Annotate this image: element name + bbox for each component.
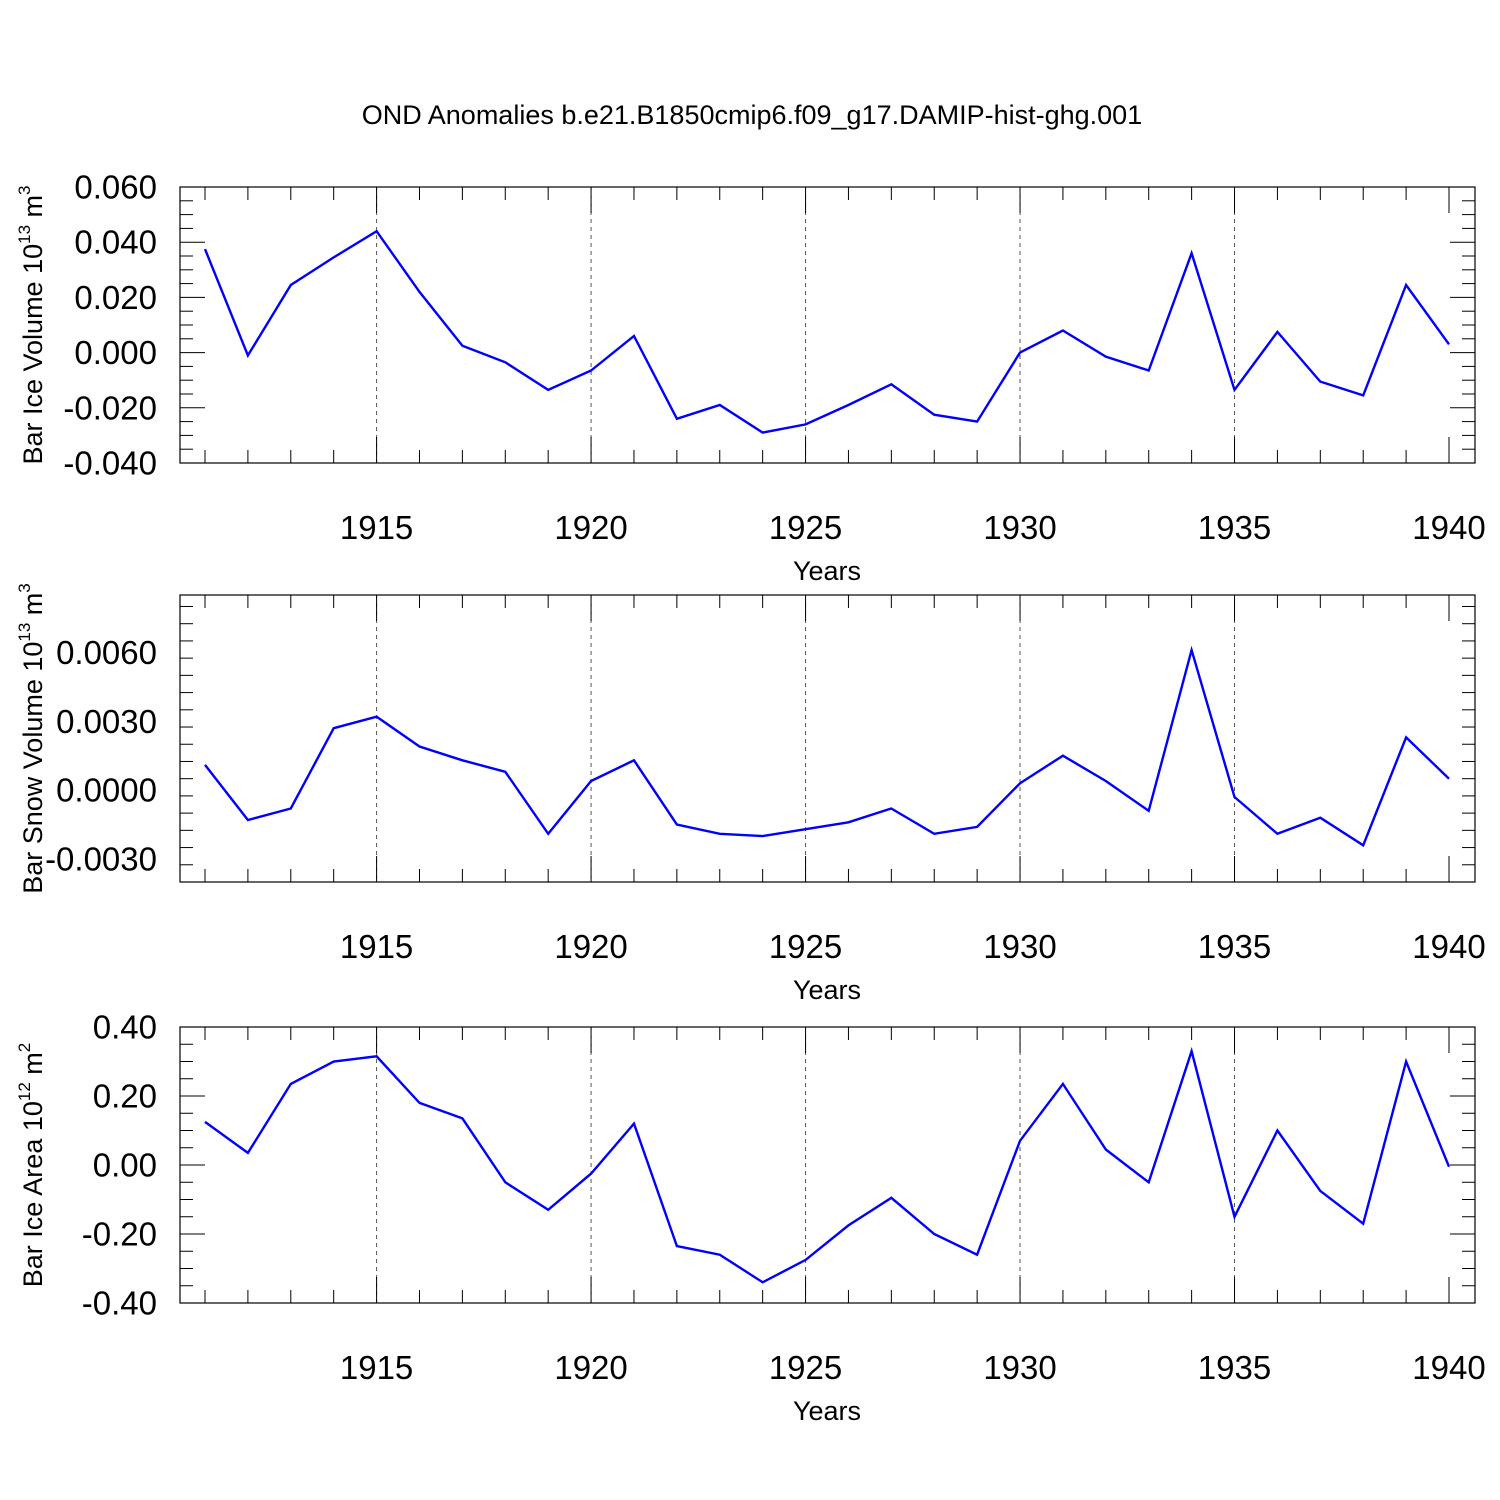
panel-3: -0.40 -0.20 0.00 0.20 0.40 1915 1920 1925 1930 19… <box>15 1009 1486 1427</box>
y-tick-label: 0.060 <box>74 169 157 206</box>
y-axis-label-unit: m <box>18 195 48 225</box>
series-line <box>203 229 1450 434</box>
x-tick-label: 1930 <box>983 509 1056 546</box>
x-tick-label: 1915 <box>340 1349 413 1386</box>
y-axis-label-text: Bar Ice Area 10 <box>18 1101 48 1287</box>
plot-frame <box>179 594 1476 883</box>
y-axis-label-unit-exponent: 3 <box>15 185 34 194</box>
y-tick-label: -0.0030 <box>45 841 157 878</box>
y-tick-label: 0.000 <box>74 334 157 371</box>
figure-title: OND Anomalies b.e21.B1850cmip6.f09_g17.D… <box>362 100 1142 130</box>
y-axis-label-unit: m <box>18 593 48 623</box>
y-tick-label: 0.40 <box>93 1009 157 1046</box>
panel-2: -0.0030 0.0000 0.0030 0.0060 1915 1920 1925 193… <box>15 583 1486 1005</box>
y-axis-label-exponent: 12 <box>15 1082 34 1101</box>
y-axis-label-exponent: 13 <box>15 225 34 244</box>
x-tick-label: 1915 <box>340 928 413 965</box>
y-tick-label: 0.040 <box>74 224 157 261</box>
panels: -0.040 -0.020 0.000 0.020 0.040 0.060 1915 1920… <box>15 169 1486 1427</box>
series-line <box>204 645 1450 848</box>
x-axis-label: Years <box>793 556 861 586</box>
y-axis-label-unit: m <box>18 1052 48 1082</box>
y-axis-label-unit-exponent: 3 <box>15 583 34 592</box>
y-tick-label: 0.20 <box>93 1078 157 1115</box>
x-tick-label: 1920 <box>554 1349 627 1386</box>
x-tick-label: 1925 <box>769 928 842 965</box>
x-tick-label: 1915 <box>340 509 413 546</box>
x-tick-label: 1940 <box>1412 1349 1485 1386</box>
y-tick-label: -0.20 <box>82 1216 157 1253</box>
x-tick-label: 1920 <box>554 928 627 965</box>
y-tick-label: 0.0060 <box>56 634 157 671</box>
x-tick-label: 1930 <box>983 1349 1056 1386</box>
y-tick-label: -0.40 <box>82 1285 157 1322</box>
x-tick-label: 1935 <box>1198 1349 1271 1386</box>
y-tick-label: -0.040 <box>63 445 157 482</box>
x-tick-label: 1935 <box>1198 509 1271 546</box>
y-tick-label: 0.0030 <box>56 703 157 740</box>
y-axis-label-text: Bar Ice Volume 10 <box>18 244 48 465</box>
y-axis-label: Bar Ice Area 1012 m2 <box>15 1043 48 1288</box>
x-tick-label: 1925 <box>769 509 842 546</box>
series-line <box>204 1046 1451 1284</box>
y-axis-label: Bar Ice Volume 1013 m3 <box>15 185 48 464</box>
x-tick-label: 1920 <box>554 509 627 546</box>
x-tick-label: 1935 <box>1198 928 1271 965</box>
y-axis-label-exponent: 13 <box>15 623 34 642</box>
y-tick-label: 0.0000 <box>56 772 157 809</box>
y-axis-label: Bar Snow Volume 1013 m3 <box>15 583 48 894</box>
x-tick-label: 1925 <box>769 1349 842 1386</box>
x-tick-label: 1940 <box>1412 509 1485 546</box>
y-tick-label: 0.020 <box>74 279 157 316</box>
x-axis-label: Years <box>793 975 861 1005</box>
panel-1: -0.040 -0.020 0.000 0.020 0.040 0.060 1915 1920… <box>15 169 1486 587</box>
y-axis-label-unit-exponent: 2 <box>15 1043 34 1052</box>
x-tick-label: 1940 <box>1412 928 1485 965</box>
y-axis-label-text: Bar Snow Volume 10 <box>18 642 48 894</box>
x-tick-label: 1930 <box>983 928 1056 965</box>
x-axis-label: Years <box>793 1396 861 1426</box>
y-tick-label: -0.020 <box>63 389 157 426</box>
y-tick-label: 0.00 <box>93 1147 157 1184</box>
